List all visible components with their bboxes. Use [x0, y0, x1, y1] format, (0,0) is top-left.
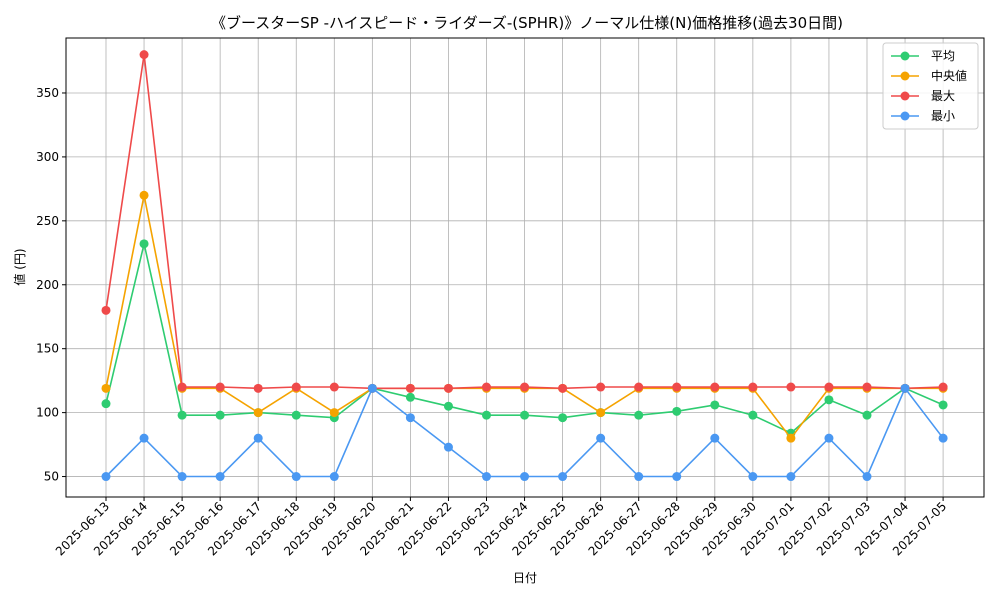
data-point — [139, 433, 149, 443]
y-tick-label: 350 — [36, 86, 59, 100]
data-point — [710, 400, 720, 410]
data-point — [520, 472, 530, 482]
data-point — [900, 383, 910, 393]
data-point — [291, 410, 301, 420]
data-point — [482, 472, 491, 482]
data-point — [139, 50, 149, 60]
plot-frame — [65, 37, 985, 498]
data-point — [482, 382, 491, 392]
data-point — [558, 472, 568, 482]
data-point — [596, 433, 606, 443]
legend-marker — [900, 111, 910, 121]
data-point — [215, 382, 225, 392]
y-tick-label: 300 — [36, 150, 59, 164]
chart-title: 《ブースターSP -ハイスピード・ライダーズ-(SPHR)》ノーマル仕様(N)価… — [211, 14, 843, 32]
y-axis-ticks: 50 100 150 200 250 300 350 — [36, 86, 66, 484]
data-point — [596, 408, 606, 418]
data-point — [482, 410, 491, 420]
data-point — [862, 410, 872, 420]
data-point — [405, 413, 415, 423]
y-tick-label: 200 — [36, 278, 59, 292]
data-point — [786, 382, 796, 392]
data-point — [177, 410, 187, 420]
series-layer — [101, 50, 948, 482]
y-tick-label: 100 — [36, 406, 59, 420]
data-point — [520, 410, 530, 420]
data-point — [367, 383, 377, 393]
data-point — [634, 382, 644, 392]
data-point — [291, 472, 301, 482]
data-point — [596, 382, 606, 392]
data-point — [101, 399, 111, 409]
data-point — [938, 400, 948, 410]
data-point — [748, 472, 758, 482]
legend-marker — [900, 71, 910, 81]
data-point — [291, 382, 301, 392]
data-point — [862, 382, 872, 392]
series-2 — [101, 50, 948, 393]
data-point — [748, 410, 758, 420]
data-point — [710, 382, 720, 392]
data-point — [215, 410, 225, 420]
data-point — [786, 472, 796, 482]
x-axis-ticks: 2025-06-132025-06-142025-06-152025-06-16… — [53, 497, 949, 558]
data-point — [558, 413, 568, 423]
data-point — [558, 383, 568, 393]
y-axis-label: 値 (円) — [12, 248, 27, 285]
data-point — [672, 382, 682, 392]
data-point — [139, 239, 149, 249]
legend-marker — [900, 91, 910, 101]
data-point — [786, 433, 796, 443]
data-point — [101, 472, 111, 482]
data-point — [101, 383, 111, 393]
data-point — [405, 383, 415, 393]
legend-box — [882, 42, 979, 130]
data-point — [215, 472, 225, 482]
legend-label: 平均 — [931, 49, 955, 63]
data-point — [253, 433, 263, 443]
data-point — [748, 382, 758, 392]
data-point — [177, 472, 187, 482]
legend-label: 最小 — [931, 109, 955, 123]
y-tick-label: 250 — [36, 214, 59, 228]
data-point — [862, 472, 872, 482]
data-point — [938, 433, 948, 443]
data-point — [177, 382, 187, 392]
legend-marker — [900, 51, 910, 61]
data-point — [139, 190, 149, 200]
data-point — [672, 406, 682, 416]
data-point — [329, 472, 339, 482]
data-point — [634, 472, 644, 482]
legend-label: 最大 — [931, 89, 955, 103]
data-point — [101, 305, 111, 315]
data-point — [824, 395, 834, 405]
grid — [66, 38, 984, 497]
data-point — [938, 382, 948, 392]
data-point — [329, 408, 339, 418]
data-point — [329, 382, 339, 392]
data-point — [672, 472, 682, 482]
data-point — [824, 433, 834, 443]
data-point — [253, 383, 263, 393]
data-point — [710, 433, 720, 443]
data-point — [253, 408, 263, 418]
data-point — [443, 401, 453, 411]
data-point — [443, 442, 453, 452]
y-tick-label: 50 — [44, 470, 59, 484]
data-point — [405, 392, 415, 402]
data-point — [443, 383, 453, 393]
y-tick-label: 150 — [36, 342, 59, 356]
data-point — [634, 410, 644, 420]
data-point — [520, 382, 530, 392]
legend-label: 中央値 — [931, 68, 967, 83]
x-axis-label: 日付 — [513, 571, 537, 585]
series-3 — [101, 383, 948, 482]
data-point — [824, 382, 834, 392]
